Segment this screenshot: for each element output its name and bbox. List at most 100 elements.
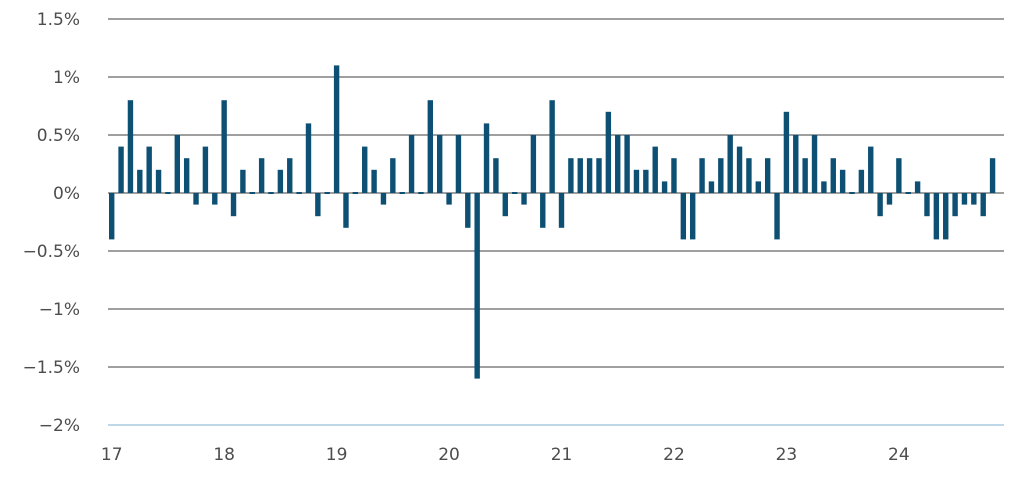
y-tick-label: −0.5% bbox=[23, 242, 80, 262]
bar-67 bbox=[736, 146, 743, 193]
bar-23 bbox=[324, 192, 330, 194]
bar-65 bbox=[718, 158, 724, 193]
bar-11 bbox=[212, 193, 218, 205]
bar-19 bbox=[287, 158, 293, 193]
bar-51 bbox=[586, 158, 593, 193]
bar-22 bbox=[315, 193, 321, 217]
bar-7 bbox=[174, 135, 180, 193]
bar-28 bbox=[371, 169, 377, 193]
bar-33 bbox=[418, 192, 424, 194]
bar-55 bbox=[624, 135, 630, 193]
bar-45 bbox=[530, 135, 537, 193]
gridlines bbox=[108, 18, 1004, 426]
bar-81 bbox=[868, 146, 874, 193]
bar-26 bbox=[352, 192, 359, 194]
bar-74 bbox=[802, 158, 808, 193]
bar-85 bbox=[905, 192, 911, 194]
bar-61 bbox=[680, 193, 687, 240]
x-tick-label: 19 bbox=[326, 445, 348, 465]
bar-58 bbox=[652, 146, 658, 193]
bar-31 bbox=[399, 192, 405, 194]
y-tick-label: −1.5% bbox=[23, 358, 80, 378]
bar-27 bbox=[362, 146, 368, 193]
bar-46 bbox=[540, 193, 546, 228]
bar-76 bbox=[821, 181, 827, 193]
x-tick-label: 24 bbox=[888, 445, 910, 465]
bar-44 bbox=[521, 193, 527, 205]
bar-4 bbox=[146, 146, 152, 193]
bar-94 bbox=[989, 158, 996, 193]
bar-43 bbox=[511, 192, 518, 194]
bar-93 bbox=[980, 193, 986, 217]
bar-40 bbox=[483, 123, 490, 193]
bar-21 bbox=[305, 123, 312, 193]
bar-89 bbox=[943, 193, 949, 240]
bar-42 bbox=[502, 193, 508, 217]
bar-39 bbox=[474, 193, 480, 379]
bar-16 bbox=[258, 158, 265, 193]
bar-0 bbox=[109, 193, 115, 240]
bar-3 bbox=[137, 169, 143, 193]
bar-20 bbox=[296, 192, 302, 194]
x-tick-label: 17 bbox=[101, 445, 123, 465]
bar-68 bbox=[746, 158, 752, 193]
bar-78 bbox=[839, 169, 846, 193]
bar-80 bbox=[858, 169, 865, 193]
bar-56 bbox=[633, 169, 640, 193]
bar-88 bbox=[933, 193, 940, 240]
bar-32 bbox=[408, 135, 415, 193]
bar-52 bbox=[596, 158, 602, 193]
bar-29 bbox=[380, 193, 387, 205]
bar-57 bbox=[643, 169, 649, 193]
bar-37 bbox=[455, 135, 462, 193]
bar-90 bbox=[952, 193, 958, 217]
bar-15 bbox=[249, 192, 255, 194]
bars bbox=[109, 65, 996, 379]
bar-2 bbox=[127, 100, 134, 193]
bar-60 bbox=[671, 158, 677, 193]
bar-73 bbox=[793, 135, 799, 193]
bar-84 bbox=[896, 158, 902, 193]
x-tick-label: 23 bbox=[776, 445, 798, 465]
bar-83 bbox=[886, 193, 893, 205]
bar-38 bbox=[465, 193, 471, 228]
bar-1 bbox=[118, 146, 124, 193]
x-tick-label: 20 bbox=[438, 445, 460, 465]
bar-87 bbox=[924, 193, 930, 217]
bar-12 bbox=[221, 100, 227, 193]
bar-49 bbox=[568, 158, 574, 193]
bar-72 bbox=[783, 111, 790, 193]
y-tick-label: 0.5% bbox=[37, 126, 80, 146]
bar-54 bbox=[615, 135, 621, 193]
bar-35 bbox=[436, 135, 443, 193]
bar-34 bbox=[427, 100, 434, 193]
bar-30 bbox=[390, 158, 396, 193]
bar-82 bbox=[877, 193, 883, 217]
bar-86 bbox=[914, 181, 921, 193]
bar-6 bbox=[165, 192, 171, 194]
x-tick-label: 21 bbox=[551, 445, 573, 465]
bar-9 bbox=[193, 193, 199, 205]
x-axis-ticks: 17 18 19 20 21 22 23 24 bbox=[101, 445, 910, 465]
bar-47 bbox=[549, 100, 555, 193]
bar-71 bbox=[774, 193, 780, 240]
bar-24 bbox=[333, 65, 340, 193]
y-axis-ticks: 1.5% 1% 0.5% 0% −0.5% −1% −1.5% −2% bbox=[23, 10, 80, 436]
x-tick-label: 18 bbox=[213, 445, 235, 465]
bar-75 bbox=[811, 135, 818, 193]
bar-63 bbox=[699, 158, 705, 193]
y-tick-label: 0% bbox=[53, 184, 80, 204]
bar-53 bbox=[605, 111, 612, 193]
x-tick-label: 22 bbox=[663, 445, 685, 465]
bar-91 bbox=[961, 193, 968, 205]
bar-48 bbox=[558, 193, 565, 228]
y-tick-label: −2% bbox=[39, 416, 80, 436]
bar-17 bbox=[268, 192, 274, 194]
y-tick-label: 1.5% bbox=[37, 10, 80, 30]
bar-64 bbox=[708, 181, 715, 193]
bar-14 bbox=[240, 169, 246, 193]
bar-41 bbox=[493, 158, 499, 193]
bar-66 bbox=[727, 135, 733, 193]
bar-13 bbox=[230, 193, 237, 217]
